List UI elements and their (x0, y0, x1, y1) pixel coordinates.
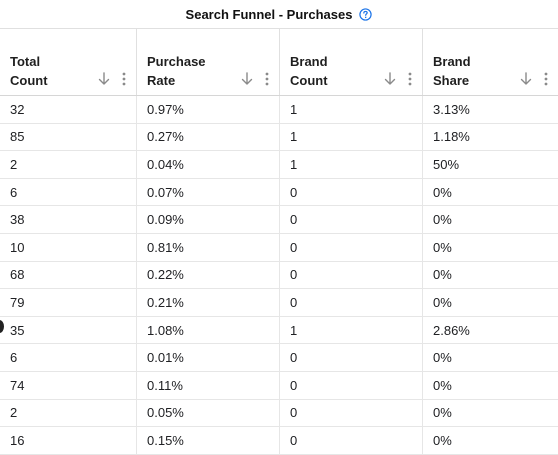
table-row[interactable]: 85 0.27% 1 1.18% (0, 123, 558, 152)
cell-purchase-rate: 0.07% (137, 178, 280, 206)
column-menu-icon[interactable] (544, 72, 548, 86)
cell-purchase-rate: 0.05% (137, 399, 280, 427)
cell-brand-count: 0 (280, 399, 423, 427)
table-row[interactable]: 38 0.09% 0 0% (0, 206, 558, 234)
cell-brand-share: 0% (433, 432, 452, 448)
cell-brand-share: 0% (433, 405, 452, 421)
column-header-label: Brand Count (290, 52, 328, 90)
column-menu-icon[interactable] (265, 72, 269, 86)
table-row[interactable]: 79 0.21% 0 0% (0, 289, 558, 317)
table-row[interactable]: 32 0.97% 1 3.13% (0, 96, 558, 124)
cell-brand-count: 1 (280, 123, 423, 151)
column-header-label-line1: Total (10, 54, 41, 69)
cell-brand-count: 0 (280, 206, 423, 233)
cell-purchase-rate: 0.09% (137, 206, 280, 233)
cell-total-count: 68 (0, 261, 137, 289)
cell-brand-count: 0 (280, 261, 423, 289)
cell-total-count: 2 (0, 151, 137, 178)
cell-brand-count: 1 (280, 96, 423, 123)
cell-brand-share: 0% (433, 267, 452, 283)
cell-brand-count: 0 (280, 233, 423, 261)
cell-purchase-rate: 1.08% (137, 316, 280, 344)
table-row[interactable]: 16 0.15% 0 0% (0, 427, 558, 455)
column-header-label-line1: Purchase (147, 54, 206, 69)
cell-total-count: 74 (0, 371, 137, 399)
column-menu-icon[interactable] (408, 72, 412, 86)
table-header: Total Count Purchase Rate Brand Count Brand Sha… (0, 28, 558, 96)
cell-purchase-rate: 0.27% (137, 123, 280, 151)
cell-brand-share: 0% (433, 350, 452, 366)
column-header-brand-share[interactable]: Brand Share (423, 29, 558, 95)
cell-total-count: 6 (0, 178, 137, 206)
cell-total-count: 2 (0, 399, 137, 427)
cell-brand-count: 0 (280, 289, 423, 316)
sort-arrow-down-icon[interactable] (520, 72, 532, 86)
column-header-label-line2: Count (290, 73, 328, 88)
cell-brand-count: 1 (280, 151, 423, 178)
cell-brand-share: 0% (433, 294, 452, 310)
mouse-cursor (0, 320, 4, 333)
cell-total-count: 32 (0, 96, 137, 123)
cell-brand-share: 1.18% (433, 129, 470, 145)
cell-total-count: 6 (0, 344, 137, 371)
cell-brand-share: 3.13% (433, 101, 470, 117)
column-header-total-count[interactable]: Total Count (0, 29, 137, 95)
sort-arrow-down-icon[interactable] (98, 72, 110, 86)
panel-title-text: Search Funnel - Purchases (185, 6, 353, 22)
table-row[interactable]: 35 1.08% 1 2.86% (0, 316, 558, 345)
cell-brand-share: 0% (433, 212, 452, 228)
column-header-label: Purchase Rate (147, 52, 206, 90)
cell-purchase-rate: 0.15% (137, 427, 280, 454)
column-header-label-line1: Brand (290, 54, 328, 69)
cell-purchase-rate: 0.21% (137, 289, 280, 316)
sort-arrow-down-icon[interactable] (241, 72, 253, 86)
cell-brand-share: 0% (433, 377, 452, 393)
column-header-label-line2: Count (10, 73, 48, 88)
cell-brand-share: 50% (433, 156, 460, 172)
table-row[interactable]: 6 0.01% 0 0% (0, 344, 558, 372)
cell-total-count: 85 (0, 123, 137, 151)
cell-total-count: 10 (0, 233, 137, 261)
cell-total-count: 35 (0, 316, 137, 344)
cell-total-count: 16 (0, 427, 137, 454)
cell-brand-count: 1 (280, 316, 423, 344)
cell-total-count: 79 (0, 289, 137, 316)
cell-purchase-rate: 0.22% (137, 261, 280, 289)
table-body: 32 0.97% 1 3.13% 85 0.27% 1 1.18% 2 0.04% 1 50% 6 0.0… (0, 96, 558, 455)
cell-brand-count: 0 (280, 371, 423, 399)
column-header-label: Brand Share (433, 52, 471, 90)
cell-purchase-rate: 0.01% (137, 344, 280, 371)
help-circle-icon[interactable] (358, 7, 372, 21)
cell-purchase-rate: 0.04% (137, 151, 280, 178)
cell-purchase-rate: 0.11% (137, 371, 280, 399)
cell-brand-count: 0 (280, 178, 423, 206)
cell-purchase-rate: 0.81% (137, 233, 280, 261)
cell-total-count: 38 (0, 206, 137, 233)
column-header-label-line2: Share (433, 73, 470, 88)
column-header-label: Total Count (10, 52, 48, 90)
cell-brand-count: 0 (280, 344, 423, 371)
cell-brand-share: 2.86% (433, 322, 470, 338)
sort-arrow-down-icon[interactable] (384, 72, 396, 86)
column-header-brand-count[interactable]: Brand Count (280, 29, 423, 95)
cell-brand-count: 0 (280, 427, 423, 454)
data-table: Total Count Purchase Rate Brand Count Brand Sha… (0, 28, 558, 455)
column-header-label-line1: Brand (433, 54, 471, 69)
cell-brand-share: 0% (433, 184, 452, 200)
table-row[interactable]: 6 0.07% 0 0% (0, 178, 558, 207)
table-row[interactable]: 74 0.11% 0 0% (0, 371, 558, 400)
column-menu-icon[interactable] (122, 72, 126, 86)
column-header-label-line2: Rate (147, 73, 176, 88)
table-row[interactable]: 68 0.22% 0 0% (0, 261, 558, 290)
column-header-purchase-rate[interactable]: Purchase Rate (137, 29, 280, 95)
cell-purchase-rate: 0.97% (137, 96, 280, 123)
table-row[interactable]: 2 0.05% 0 0% (0, 399, 558, 428)
cell-brand-share: 0% (433, 239, 452, 255)
table-row[interactable]: 10 0.81% 0 0% (0, 233, 558, 262)
panel-title: Search Funnel - Purchases (0, 0, 558, 28)
table-row[interactable]: 2 0.04% 1 50% (0, 151, 558, 179)
